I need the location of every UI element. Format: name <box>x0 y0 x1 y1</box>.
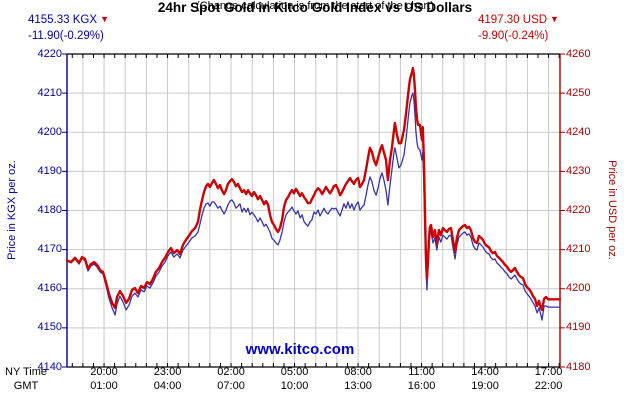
kgx-quote-price-line: 4155.33 KGX ▼ <box>28 11 109 28</box>
gmt-tick-label: 13:00 <box>344 380 372 392</box>
right-axis-tick-label: 4240 <box>566 125 591 138</box>
down-triangle-icon: ▼ <box>550 14 559 24</box>
gmt-tick-label: 01:00 <box>90 380 118 392</box>
kgx-series-line <box>66 92 561 321</box>
ny-time-tick-label: 17:00 <box>534 366 563 378</box>
left-axis-tick-label: 4220 <box>37 47 62 60</box>
right-axis-tick-label: 4210 <box>566 243 591 256</box>
page-subtitle: (Change calculation is from the start of… <box>196 0 434 12</box>
right-axis-tick-label: 4180 <box>566 360 591 373</box>
left-axis-tick-label: 4150 <box>37 321 62 334</box>
ny-time-tick-label: 20:00 <box>90 366 118 378</box>
right-axis-tick-label: 4230 <box>566 164 591 177</box>
usd-quote-price-line: 4197.30 USD ▼ <box>478 11 559 28</box>
right-axis-tick-label: 4190 <box>566 321 591 334</box>
gmt-axis-label: GMT <box>13 380 39 392</box>
left-axis-tick-label: 4170 <box>37 243 62 256</box>
kgx-quote: 4155.33 KGX ▼ -11.90(-0.29%) <box>28 11 109 44</box>
right-axis-tick-label: 4260 <box>566 47 591 60</box>
left-axis-tick-label: 4210 <box>37 86 62 99</box>
left-axis-tick-label: 4140 <box>37 360 62 373</box>
ny-time-axis-label: NY Time <box>5 366 47 378</box>
ny-time-tick-label: 11:00 <box>408 366 435 378</box>
left-axis-tick-label: 4190 <box>37 164 62 177</box>
usd-change: -9.90(-0.24%) <box>478 30 549 42</box>
right-axis-tick-label: 4200 <box>566 282 591 295</box>
gmt-tick-label: 16:00 <box>407 380 436 392</box>
page-title: 24hr Spot Gold in Kitco Gold Index vs US… <box>157 0 473 15</box>
kgx-change: -11.90(-0.29%) <box>28 30 104 42</box>
usd-quote: 4197.30 USD ▼ -9.90(-0.24%) <box>478 11 559 44</box>
usd-price: 4197.30 USD <box>478 14 548 26</box>
ny-time-tick-label: 08:00 <box>344 366 372 378</box>
usd-series-line <box>65 66 562 312</box>
gmt-tick-label: 07:00 <box>217 380 245 392</box>
ny-time-tick-label: 23:00 <box>153 366 182 378</box>
left-axis-tick-label: 4200 <box>37 125 62 138</box>
kitco-watermark-link[interactable]: www.kitco.com <box>245 341 355 358</box>
gmt-tick-label: 19:00 <box>471 380 499 392</box>
gmt-tick-label: 22:00 <box>534 380 563 392</box>
ny-time-tick-label: 02:00 <box>217 366 245 378</box>
gmt-tick-label: 10:00 <box>280 380 309 392</box>
left-axis-tick-label: 4160 <box>37 282 62 295</box>
down-triangle-icon: ▼ <box>100 14 109 24</box>
ny-time-tick-label: 14:00 <box>471 366 499 378</box>
right-axis-tick-label: 4220 <box>566 204 591 216</box>
ny-time-tick-label: 05:00 <box>280 366 309 378</box>
right-axis-tick-label: 4250 <box>566 86 591 99</box>
kgx-price: 4155.33 KGX <box>28 14 98 26</box>
gmt-tick-label: 04:00 <box>153 380 182 392</box>
left-axis-tick-label: 4180 <box>37 204 62 216</box>
